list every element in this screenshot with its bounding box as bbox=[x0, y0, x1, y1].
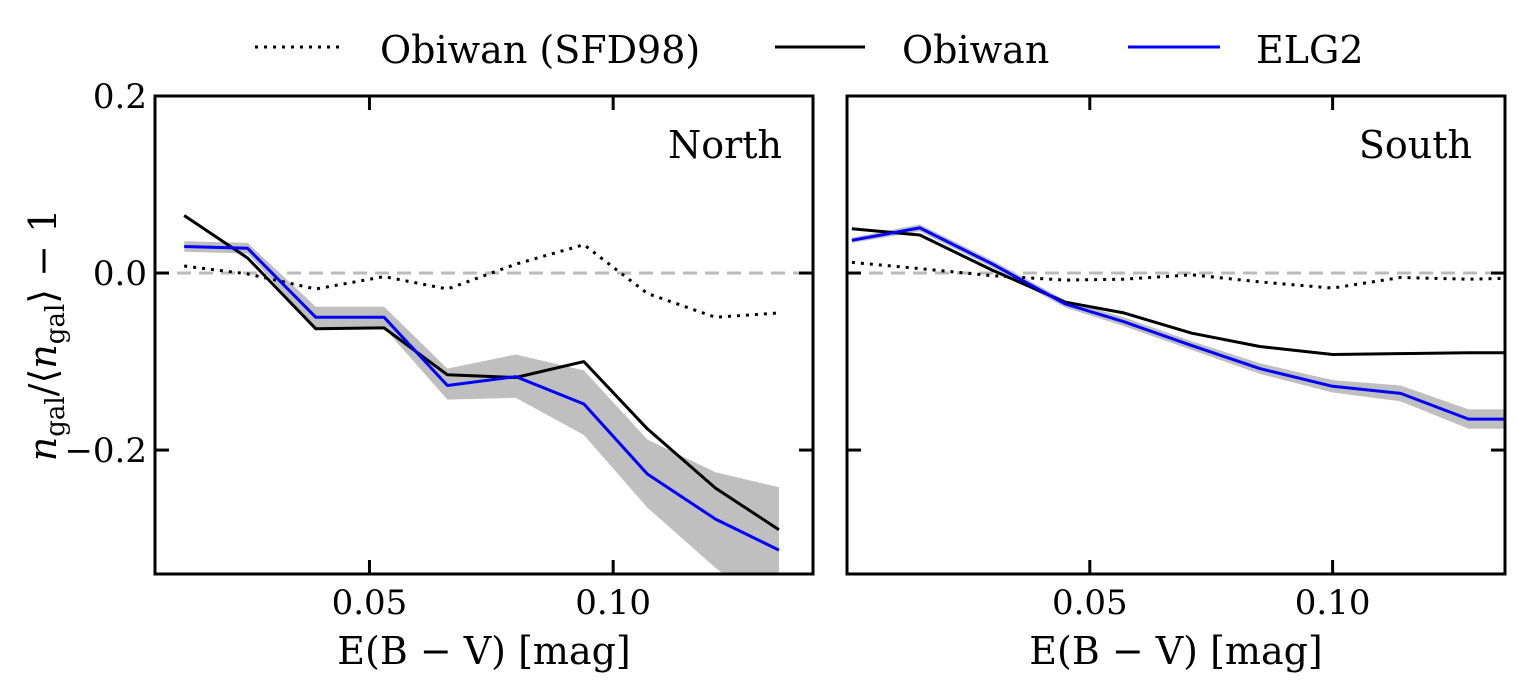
tick-marks bbox=[847, 94, 1505, 574]
x-axis-title: E(B − V) [mag] bbox=[1029, 629, 1323, 673]
plot-frame bbox=[845, 94, 1507, 576]
legend-label: Obiwan (SFD98) bbox=[380, 28, 700, 72]
x-axis-title: E(B − V) [mag] bbox=[337, 629, 631, 673]
legend-entry-obiwan-sfd98: Obiwan (SFD98) bbox=[255, 28, 700, 72]
legend-label: Obiwan bbox=[902, 28, 1049, 72]
panel-south: 0.05 0.10 E(B − V) [mag] South bbox=[845, 94, 1507, 673]
series-obiwan-line bbox=[183, 214, 780, 531]
x-tick-label: 0.10 bbox=[1295, 583, 1371, 623]
y-tick-label: 0.0 bbox=[93, 254, 147, 294]
panel-label-north: North bbox=[668, 123, 782, 167]
y-tick-label: 0.2 bbox=[93, 77, 147, 117]
panel-north: 0.2 0.0 −0.2 0.05 0.10 E(B − V) [mag] No… bbox=[64, 77, 815, 673]
series-elg2-line bbox=[184, 245, 780, 552]
legend-entry-elg2: ELG2 bbox=[1128, 28, 1364, 72]
y-tick-label: −0.2 bbox=[64, 431, 147, 471]
x-tick-label: 0.05 bbox=[332, 583, 408, 623]
series-obiwan-sfd98-line bbox=[184, 243, 780, 319]
legend: Obiwan (SFD98) Obiwan ELG2 bbox=[255, 28, 1364, 72]
y-axis-title: ngal/⟨ngal⟩ − 1 bbox=[21, 209, 71, 462]
series-elg2-line bbox=[851, 226, 1505, 421]
legend-label: ELG2 bbox=[1256, 28, 1364, 72]
series-obiwan-line bbox=[851, 227, 1505, 356]
elg2-uncertainty-band bbox=[184, 241, 779, 574]
series-obiwan-sfd98-line bbox=[851, 260, 1505, 290]
x-tick-label: 0.05 bbox=[1052, 583, 1128, 623]
plot-frame bbox=[153, 94, 815, 576]
panel-label-south: South bbox=[1359, 123, 1472, 167]
x-tick-label: 0.10 bbox=[575, 583, 651, 623]
legend-entry-obiwan: Obiwan bbox=[775, 28, 1049, 72]
tick-marks bbox=[155, 94, 813, 574]
